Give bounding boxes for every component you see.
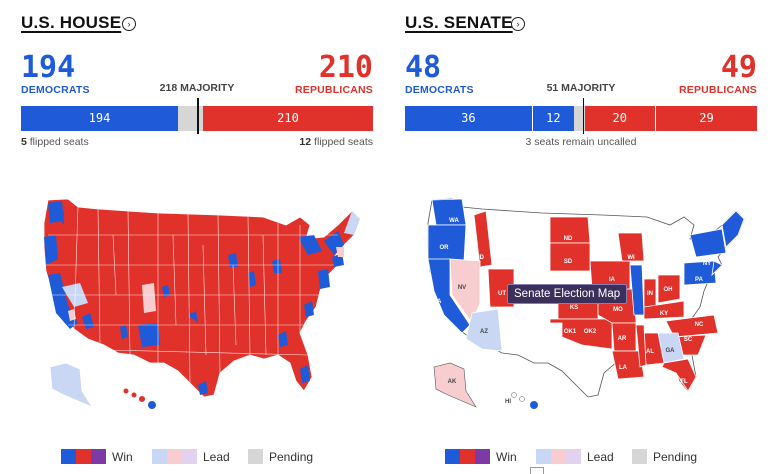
state-label-sd: SD xyxy=(564,259,573,265)
senate-state-labels: WA OR ID NV CA UT AZ AK HI ND SD KS OK1 … xyxy=(433,218,712,405)
senate-legend: Win Lead Pending xyxy=(445,449,735,465)
senate-rep-label: REPUBLICANS xyxy=(678,84,757,96)
state-label-ks: KS xyxy=(570,305,578,311)
legend-pending-label: Pending xyxy=(269,449,314,464)
senate-panel: U.S. SENATE › 48 DEMOCRATS 49 REPUBLICAN… xyxy=(405,0,757,474)
house-majority-label: 218 MAJORITY xyxy=(159,82,235,94)
chevron-right-circle-icon[interactable]: › xyxy=(122,17,136,31)
state-label-ny: NY xyxy=(703,261,711,267)
house-bar-pending xyxy=(177,106,204,131)
house-dem-flipped: 5 flipped seats xyxy=(21,136,89,148)
state-label-in: IN xyxy=(647,291,653,297)
legend-swatch-rep xyxy=(76,449,91,464)
state-label-fl: FL xyxy=(680,379,688,385)
state-label-al: AL xyxy=(646,349,654,355)
chevron-right-circle-icon[interactable]: › xyxy=(511,17,525,31)
legend-lead-label: Lead xyxy=(587,449,614,464)
legend-swatch-dem xyxy=(61,449,76,464)
state-label-wi: WI xyxy=(627,255,635,261)
senate-bar-dem-won: 12 xyxy=(531,106,574,131)
legend-pending-label: Pending xyxy=(653,449,698,464)
state-label-nc: NC xyxy=(695,322,704,328)
senate-election-map[interactable]: WA OR ID NV CA UT AZ AK HI ND SD KS OK1 … xyxy=(422,195,747,420)
state-label-ar: AR xyxy=(618,336,627,342)
house-bar-rep: 210 xyxy=(203,106,373,131)
state-label-hi: HI xyxy=(505,399,511,405)
state-label-id: ID xyxy=(478,255,485,261)
state-label-ut: UT xyxy=(498,291,506,297)
legend-lead: Lead xyxy=(152,449,230,464)
house-seat-bar[interactable]: 194 210 xyxy=(21,106,373,131)
state-label-wa: WA xyxy=(449,218,459,224)
house-legend: Win Lead Pending xyxy=(61,449,351,465)
senate-seat-bar[interactable]: 36 12 20 29 xyxy=(405,106,757,131)
legend-win-label: Win xyxy=(496,449,517,464)
legend-lead: Lead xyxy=(536,449,614,464)
senate-bar-dem-not-up: 36 xyxy=(405,106,532,131)
house-rep-flipped: 12 flipped seats xyxy=(299,136,373,148)
scroll-indicator xyxy=(530,467,544,474)
state-label-ok2: OK2 xyxy=(584,329,597,335)
state-label-ia: IA xyxy=(609,277,616,283)
legend-pending: Pending xyxy=(248,449,313,464)
senate-majority-line xyxy=(582,98,585,134)
state-label-pa: PA xyxy=(695,277,704,283)
house-bar-dem: 194 xyxy=(21,106,178,131)
state-label-or: OR xyxy=(440,245,450,251)
senate-bar-pending xyxy=(573,106,585,131)
state-label-ok1: OK1 xyxy=(564,329,577,335)
senate-title-link[interactable]: U.S. SENATE xyxy=(405,13,513,32)
state-label-ky: KY xyxy=(660,311,668,317)
state-label-oh: OH xyxy=(664,287,673,293)
legend-win-label: Win xyxy=(112,449,133,464)
house-dem-label: DEMOCRATS xyxy=(21,84,90,96)
state-label-nd: ND xyxy=(564,236,573,242)
senate-dem-label: DEMOCRATS xyxy=(405,84,474,96)
legend-win: Win xyxy=(61,449,133,464)
state-label-nv: NV xyxy=(458,285,466,291)
house-title-link[interactable]: U.S. HOUSE xyxy=(21,13,122,32)
house-dem-count: 194 xyxy=(21,50,76,85)
legend-pending: Pending xyxy=(632,449,697,464)
senate-bar-rep-won: 20 xyxy=(584,106,655,131)
legend-swatch-other xyxy=(91,449,106,464)
house-majority-line xyxy=(197,98,199,134)
state-label-la: LA xyxy=(619,365,628,371)
senate-dem-count: 48 xyxy=(405,50,442,85)
state-label-ca: CA xyxy=(433,299,442,305)
senate-map-tooltip: Senate Election Map xyxy=(507,284,628,304)
state-label-mo: MO xyxy=(613,307,623,313)
house-rep-count: 210 xyxy=(318,50,373,85)
senate-uncalled-text: 3 seats remain uncalled xyxy=(525,136,637,148)
senate-bar-rep-not-up: 29 xyxy=(654,106,757,131)
legend-lead-label: Lead xyxy=(203,449,230,464)
state-label-ak: AK xyxy=(448,379,457,385)
state-label-ga: GA xyxy=(666,348,676,354)
legend-win: Win xyxy=(445,449,517,464)
house-panel: U.S. HOUSE › 194 DEMOCRATS 210 REPUBLICA… xyxy=(21,0,373,474)
state-label-sc: SC xyxy=(684,337,693,343)
state-label-az: AZ xyxy=(480,329,488,335)
house-rep-label: REPUBLICANS xyxy=(294,84,373,96)
house-election-map[interactable] xyxy=(38,195,363,420)
senate-rep-count: 49 xyxy=(720,50,757,85)
senate-majority-label: 51 MAJORITY xyxy=(546,82,616,94)
